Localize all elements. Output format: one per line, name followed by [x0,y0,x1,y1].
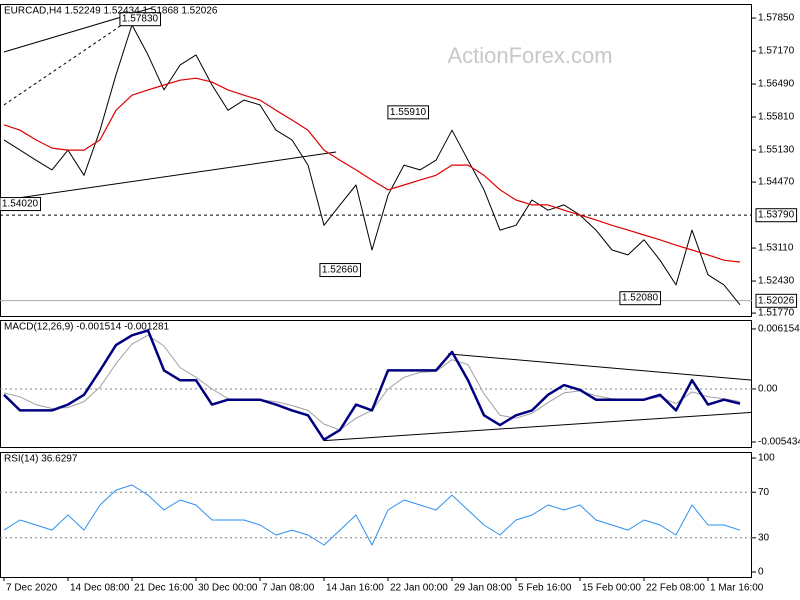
y-tick-label: 1.57850 [758,13,795,24]
label-text: 1.52660 [322,265,359,276]
label-text: 1.52080 [622,293,659,304]
y-tick-label: 1.57170 [758,46,795,57]
x-tick-label: 30 Dec 00:00 [198,583,258,594]
x-tick-label: 14 Dec 08:00 [70,583,130,594]
series-line [3,484,741,546]
panel-frame [0,320,752,448]
label-box [119,12,162,27]
trendline [3,17,133,106]
y-tick-label: -0.005434 [758,437,800,448]
label-box [387,105,430,120]
panel-title: MACD(12,26,9) -0.001514 -0.001281 [4,322,170,333]
panel-frame [0,4,752,317]
label-box [755,208,798,223]
panel-frame [0,452,752,578]
trendline [323,411,753,442]
x-tick-label: 22 Feb 08:00 [646,583,705,594]
y-tick-label: 1.55810 [758,112,795,123]
series-line [3,24,741,306]
label-text: 1.53790 [758,210,795,221]
trendline [447,353,753,381]
y-tick-label: 0.00 [758,384,778,395]
y-tick-label: 70 [758,487,770,498]
series-line [3,77,741,263]
watermark: ActionForex.com [447,43,612,68]
label-box [755,293,798,308]
y-tick-label: 0.006154 [758,324,800,335]
label-text: 1.54020 [2,199,39,210]
x-tick-label: 14 Jan 16:00 [326,583,384,594]
label-text: 1.55910 [390,107,427,118]
y-tick-label: 1.56490 [758,79,795,90]
y-tick-label: 30 [758,532,770,543]
panel-title: EURCAD,H4 1.52249 1.52434 1.51868 1.5202… [4,6,218,17]
x-tick-label: 29 Jan 08:00 [454,583,512,594]
label-text: 1.57830 [122,14,159,25]
y-tick-label: 1.54470 [758,177,795,188]
label-box [319,263,362,278]
x-tick-label: 5 Feb 16:00 [518,583,572,594]
series-line [3,329,741,441]
trendline [3,151,337,201]
label-box [0,197,42,212]
x-tick-label: 7 Dec 2020 [6,583,58,594]
x-tick-label: 1 Mar 16:00 [710,583,764,594]
label-text: 1.52026 [758,295,795,306]
x-tick-label: 7 Jan 08:00 [262,583,315,594]
y-tick-label: 100 [758,453,775,464]
y-tick-label: 0 [758,567,764,578]
x-tick-label: 15 Feb 00:00 [582,583,641,594]
label-box [619,291,662,306]
panel-title: RSI(14) 36.6297 [4,454,78,465]
y-tick-label: 1.55130 [758,145,795,156]
x-tick-label: 21 Dec 16:00 [134,583,194,594]
y-tick-label: 1.51770 [758,308,795,319]
y-tick-label: 1.53110 [758,243,794,254]
x-tick-label: 22 Jan 00:00 [390,583,448,594]
y-tick-label: 1.52430 [758,276,795,287]
